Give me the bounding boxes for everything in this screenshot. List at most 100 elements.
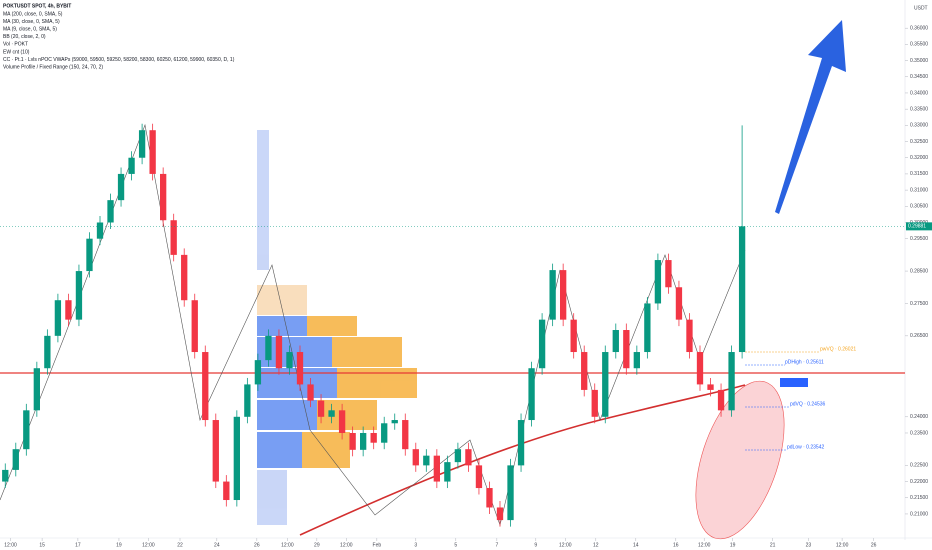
x-tick-label: 3: [414, 542, 417, 548]
candle-body: [517, 420, 525, 466]
candle-body: [307, 384, 314, 401]
candle-body: [117, 173, 125, 201]
y-tick-label: 0.35500: [910, 42, 928, 48]
x-tick-label: 17: [75, 542, 81, 548]
candle-body: [23, 410, 30, 450]
x-tick-label: 9: [534, 542, 537, 548]
y-tick-label: 0.23500: [910, 430, 928, 436]
level-tag: [780, 378, 808, 387]
candle-body: [665, 260, 672, 288]
candle-body: [696, 352, 704, 385]
indicator-legend: MA (30, close, 0, SMA, 5): [3, 19, 60, 25]
x-tick-label: 14: [633, 542, 639, 548]
y-tick-label: 0.32000: [910, 155, 928, 161]
candle-body: [338, 410, 346, 433]
indicator-legend: MA (9, close, 0, SMA, 5): [3, 27, 57, 33]
indicator-legend: Volume Profile / Fixed Range (150, 24, 7…: [3, 65, 103, 71]
candle-body: [591, 389, 598, 417]
y-tick-label: 0.24000: [910, 414, 928, 420]
x-tick-label: 26: [871, 542, 877, 548]
x-tick-label: Feb: [373, 542, 382, 548]
y-tick-label: 0.34000: [910, 90, 928, 96]
candle-body: [475, 465, 483, 489]
candle-body: [633, 352, 640, 369]
wave-count: [0, 123, 746, 527]
candle-body: [370, 432, 377, 443]
y-tick-label: 0.35000: [910, 58, 928, 64]
candle-body: [454, 449, 462, 463]
x-tick-label: 19: [730, 542, 736, 548]
candle-body: [160, 173, 167, 221]
candle-body: [707, 384, 714, 390]
candle-body: [138, 130, 146, 158]
candle-body: [412, 449, 419, 466]
annotation: pwVQ · 0.26021: [820, 346, 856, 352]
candle-body: [181, 254, 188, 301]
last-price-tag: [906, 222, 932, 231]
indicator-legend: Vol · POKT: [3, 42, 28, 48]
candle-body: [507, 465, 514, 521]
candle-body: [254, 360, 262, 385]
x-tick-label: 22: [177, 542, 183, 548]
x-tick-label: 24: [214, 542, 220, 548]
x-tick-label: 12:00: [836, 542, 849, 548]
y-tick-label: 0.22500: [910, 463, 928, 469]
candle-body: [96, 222, 104, 239]
x-tick-label: 16: [673, 542, 679, 548]
highlight-ellipse: [695, 380, 785, 540]
candle-body: [349, 432, 356, 450]
x-tick-label: 7: [495, 542, 498, 548]
candle-body: [717, 389, 725, 411]
candle-body: [444, 462, 451, 482]
candle-body: [12, 449, 19, 470]
x-tick-label: 12: [593, 542, 599, 548]
x-tick-label: 12:00: [4, 542, 17, 548]
candle-body: [728, 352, 735, 411]
candle-body: [2, 469, 9, 482]
y-tick-label: 0.21500: [910, 495, 928, 501]
candle-body: [44, 335, 51, 369]
candle-body: [570, 319, 577, 353]
candle-body: [244, 384, 251, 417]
candle-body: [128, 157, 135, 174]
y-tick-label: 0.28500: [910, 268, 928, 274]
y-tick-label: 0.29500: [910, 236, 928, 242]
candle-body: [644, 303, 651, 353]
y-tick-label: 0.30500: [910, 204, 928, 210]
annotation: pdLow · 0.23542: [787, 444, 824, 450]
candle-body: [86, 238, 93, 272]
y-tick-label: 0.31000: [910, 187, 928, 193]
y-tick-label: 0.27500: [910, 301, 928, 307]
x-tick-label: 12:00: [281, 542, 294, 548]
candle-body: [170, 220, 177, 255]
candle-body: [612, 330, 619, 353]
candle-body: [202, 352, 209, 421]
x-tick-label: 29: [314, 542, 320, 548]
candle-body: [549, 270, 556, 320]
candle-body: [581, 352, 588, 390]
candle-body: [54, 300, 62, 336]
candle-body: [265, 335, 272, 361]
indicator-legend: BB (20, close, 2, 0): [3, 34, 46, 40]
candle-body: [191, 300, 198, 353]
candle-body: [496, 507, 504, 521]
annotation: pDHigh · 0.25611: [785, 359, 824, 365]
x-tick-label: 15: [39, 542, 45, 548]
candle-body: [317, 400, 325, 417]
candle-body: [560, 270, 567, 320]
candle-body: [328, 410, 335, 417]
up-arrow: [775, 20, 846, 214]
candle-body: [33, 368, 40, 411]
y-tick-label: 0.32500: [910, 139, 928, 145]
candle-body: [212, 420, 219, 482]
y-tick-label: 0.34500: [910, 74, 928, 80]
x-tick-label: 12:00: [559, 542, 572, 548]
indicator-legend: MA (200, close, 0, SMA, 5): [3, 11, 63, 17]
candle-body: [65, 300, 72, 320]
candle-body: [402, 420, 409, 450]
candle-body: [223, 481, 230, 501]
candle-body: [486, 488, 493, 508]
candle-body: [75, 271, 83, 320]
candle-body: [381, 423, 388, 443]
x-tick-label: 26: [254, 542, 260, 548]
